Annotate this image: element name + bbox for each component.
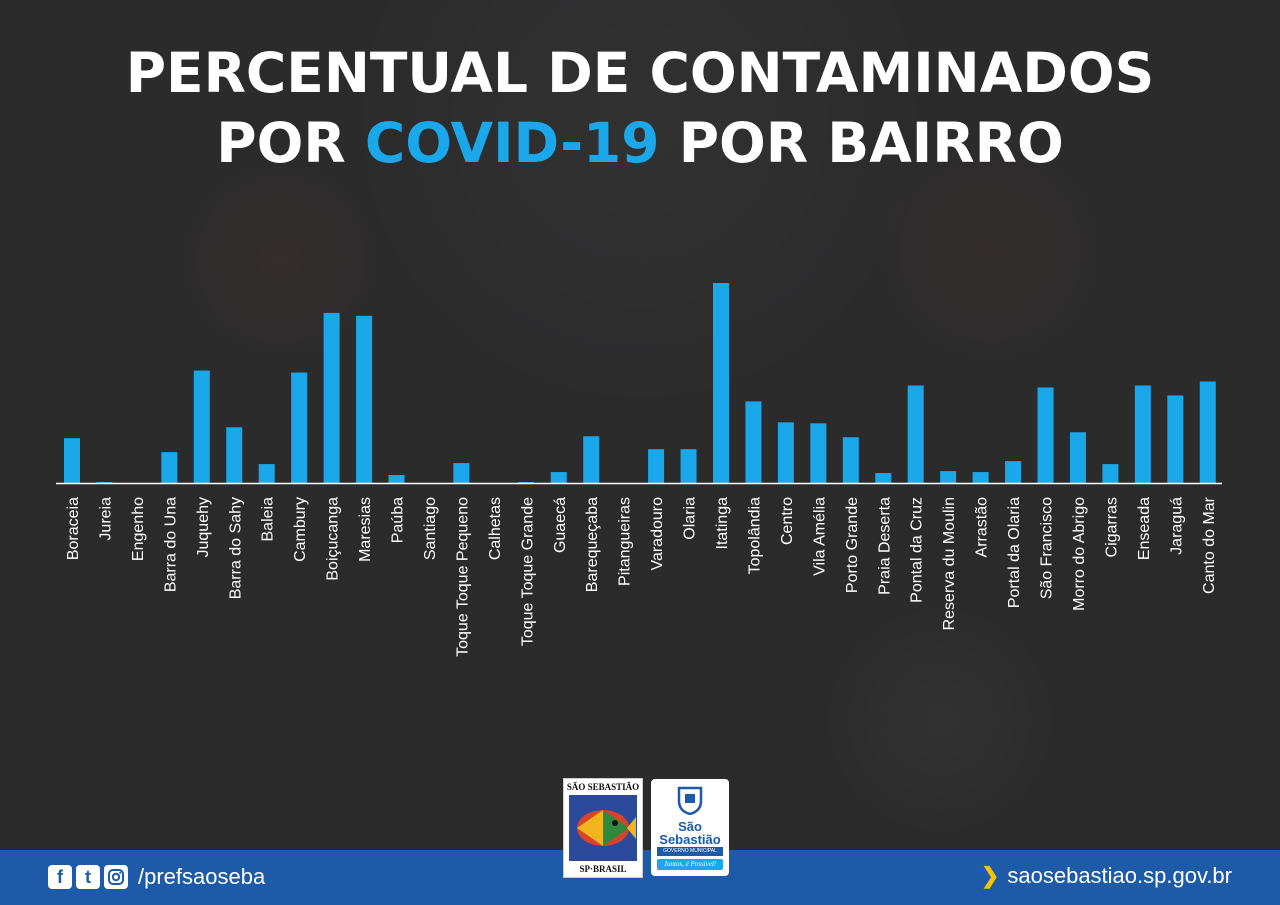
bar-34 bbox=[1167, 395, 1184, 483]
gov-name-2: Sebastião bbox=[659, 832, 721, 847]
gov-slogan: Juntos, é Possível! bbox=[657, 859, 723, 870]
x-tick-label-25: Praia Deserta bbox=[876, 497, 893, 595]
facebook-icon[interactable]: f bbox=[48, 865, 72, 889]
website-link[interactable]: ❯ saosebastiao.sp.gov.br bbox=[981, 862, 1232, 890]
x-tick-label-0: Boraceia bbox=[65, 497, 82, 560]
x-tick-label-21: Topolândia bbox=[746, 497, 763, 575]
x-tick-label-1: Jureia bbox=[97, 497, 114, 541]
x-tick-label-24: Porto Grande bbox=[844, 497, 861, 593]
x-tick-label-31: Morro do Abrigo bbox=[1071, 497, 1088, 611]
bar-28 bbox=[972, 472, 989, 483]
bar-33 bbox=[1134, 385, 1151, 483]
x-tick-label-7: Cambury bbox=[292, 497, 309, 562]
x-tick-label-29: Portal da Olaria bbox=[1006, 497, 1023, 608]
x-tick-label-20: Itatinga bbox=[714, 497, 731, 550]
bar-8 bbox=[323, 312, 340, 483]
x-tick-label-26: Pontal da Cruz bbox=[909, 497, 926, 603]
x-tick-label-19: Olaria bbox=[682, 497, 699, 540]
x-tick-label-14: Toque Toque Grande bbox=[519, 497, 536, 646]
crest-top-text: SÃO SEBASTIÃO bbox=[566, 782, 640, 792]
bar-21 bbox=[745, 401, 762, 483]
crest-bottom-text: SP·BRASIL bbox=[579, 864, 627, 874]
x-tick-label-11: Santiago bbox=[422, 497, 439, 560]
bar-6 bbox=[258, 464, 275, 483]
gov-subtitle: GOVERNO MUNICIPAL bbox=[657, 847, 723, 856]
bar-7 bbox=[291, 372, 308, 483]
bar-32 bbox=[1102, 464, 1119, 483]
social-links: f t /prefsaoseba bbox=[48, 864, 265, 890]
bar-26 bbox=[907, 385, 924, 483]
x-tick-label-12: Toque Toque Pequeno bbox=[454, 497, 471, 657]
x-tick-label-35: Canto do Mar bbox=[1201, 496, 1218, 594]
title-line-2-end: POR BAIRRO bbox=[659, 111, 1064, 175]
x-tick-label-23: Vila Amélia bbox=[811, 497, 828, 576]
bar-29 bbox=[1005, 461, 1022, 483]
bar-3 bbox=[161, 452, 178, 483]
bar-35 bbox=[1199, 381, 1216, 483]
bar-30 bbox=[1037, 387, 1054, 483]
bar-12 bbox=[453, 463, 470, 483]
instagram-icon[interactable] bbox=[104, 865, 128, 889]
x-tick-label-3: Barra do Una bbox=[162, 497, 179, 592]
x-tick-label-9: Maresias bbox=[357, 497, 374, 562]
x-tick-label-13: Calhetas bbox=[487, 497, 504, 560]
bar-1 bbox=[96, 482, 113, 483]
bar-4 bbox=[193, 370, 210, 483]
chevron-right-icon: ❯ bbox=[980, 863, 1000, 888]
x-tick-label-33: Enseada bbox=[1136, 497, 1153, 560]
bar-25 bbox=[875, 473, 892, 483]
x-tick-label-6: Baleia bbox=[260, 497, 277, 542]
title-line-2-start: POR bbox=[216, 111, 365, 175]
website-url[interactable]: saosebastiao.sp.gov.br bbox=[1007, 863, 1232, 888]
page-title: PERCENTUAL DE CONTAMINADOS POR COVID-19 … bbox=[0, 38, 1280, 178]
title-line-2: POR COVID-19 POR BAIRRO bbox=[0, 108, 1280, 178]
bar-23 bbox=[810, 423, 827, 483]
x-tick-label-15: Guaecá bbox=[552, 497, 569, 553]
x-tick-label-30: São Francisco bbox=[1039, 497, 1056, 599]
twitter-icon[interactable]: t bbox=[76, 865, 100, 889]
bar-24 bbox=[842, 437, 859, 483]
bar-31 bbox=[1069, 432, 1086, 483]
x-tick-label-18: Varadouro bbox=[649, 497, 666, 571]
x-tick-label-34: Jaraguá bbox=[1168, 497, 1185, 555]
bar-14 bbox=[518, 482, 535, 483]
crest-emblem-icon bbox=[569, 795, 637, 861]
gov-name-1: São bbox=[678, 819, 702, 834]
x-tick-label-16: Barequeçaba bbox=[584, 497, 601, 592]
x-tick-label-27: Reserva du Moulin bbox=[941, 497, 958, 630]
title-accent: COVID-19 bbox=[364, 111, 660, 175]
x-tick-label-17: Pitangueiras bbox=[617, 497, 634, 586]
government-logo: São Sebastião GOVERNO MUNICIPAL Juntos, … bbox=[651, 779, 729, 876]
background-texture bbox=[0, 0, 1280, 850]
x-tick-label-32: Cigarras bbox=[1103, 497, 1120, 557]
bar-0 bbox=[64, 438, 80, 483]
bar-16 bbox=[583, 436, 600, 483]
bar-15 bbox=[550, 472, 567, 483]
bar-20 bbox=[713, 283, 729, 483]
bar-9 bbox=[356, 315, 373, 483]
bar-18 bbox=[648, 449, 665, 483]
city-shield-icon bbox=[677, 786, 703, 815]
bar-22 bbox=[777, 422, 794, 483]
x-tick-label-5: Barra do Sahy bbox=[227, 497, 244, 599]
title-line-1: PERCENTUAL DE CONTAMINADOS bbox=[125, 41, 1155, 105]
x-tick-label-28: Arrastão bbox=[974, 497, 991, 558]
social-handle[interactable]: /prefsaoseba bbox=[138, 864, 266, 889]
city-crest-logo: SÃO SEBASTIÃO SP·BRASIL bbox=[563, 778, 643, 878]
bar-10 bbox=[388, 475, 405, 483]
bar-27 bbox=[940, 471, 957, 483]
x-tick-label-10: Paúba bbox=[390, 497, 407, 543]
x-tick-label-2: Engenho bbox=[130, 497, 147, 561]
bar-19 bbox=[680, 449, 697, 483]
x-tick-label-22: Centro bbox=[779, 497, 796, 545]
x-tick-label-4: Juquehy bbox=[195, 497, 212, 558]
bar-chart: Boraceia Jureia Engenho Barra do Una Juquehy… bbox=[56, 283, 1222, 657]
bar-5 bbox=[226, 427, 243, 483]
x-tick-label-8: Boiçucanga bbox=[325, 497, 342, 581]
